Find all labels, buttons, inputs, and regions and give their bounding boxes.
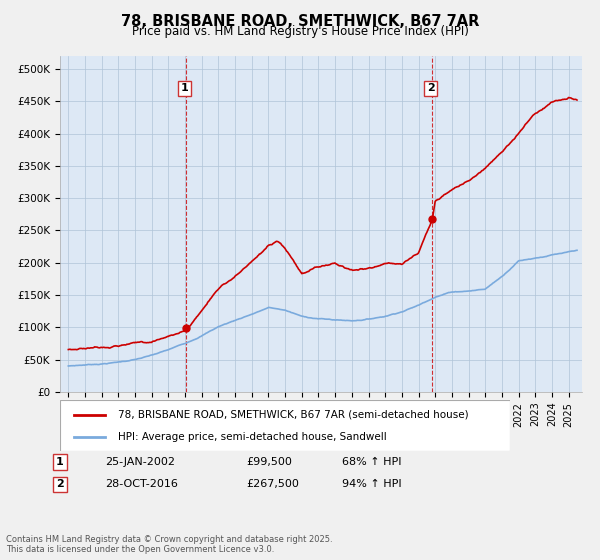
Text: £99,500: £99,500	[246, 457, 292, 467]
Text: 2: 2	[56, 479, 64, 489]
Text: 2: 2	[427, 83, 434, 94]
Text: 94% ↑ HPI: 94% ↑ HPI	[342, 479, 401, 489]
Text: 28-OCT-2016: 28-OCT-2016	[105, 479, 178, 489]
Text: Contains HM Land Registry data © Crown copyright and database right 2025.
This d: Contains HM Land Registry data © Crown c…	[6, 535, 332, 554]
Text: 1: 1	[56, 457, 64, 467]
Text: Price paid vs. HM Land Registry's House Price Index (HPI): Price paid vs. HM Land Registry's House …	[131, 25, 469, 38]
Text: 68% ↑ HPI: 68% ↑ HPI	[342, 457, 401, 467]
Text: 25-JAN-2002: 25-JAN-2002	[105, 457, 175, 467]
Text: 78, BRISBANE ROAD, SMETHWICK, B67 7AR (semi-detached house): 78, BRISBANE ROAD, SMETHWICK, B67 7AR (s…	[119, 409, 469, 419]
Text: £267,500: £267,500	[246, 479, 299, 489]
Text: HPI: Average price, semi-detached house, Sandwell: HPI: Average price, semi-detached house,…	[119, 432, 387, 442]
Text: 1: 1	[181, 83, 188, 94]
FancyBboxPatch shape	[60, 400, 510, 451]
Text: 78, BRISBANE ROAD, SMETHWICK, B67 7AR: 78, BRISBANE ROAD, SMETHWICK, B67 7AR	[121, 14, 479, 29]
